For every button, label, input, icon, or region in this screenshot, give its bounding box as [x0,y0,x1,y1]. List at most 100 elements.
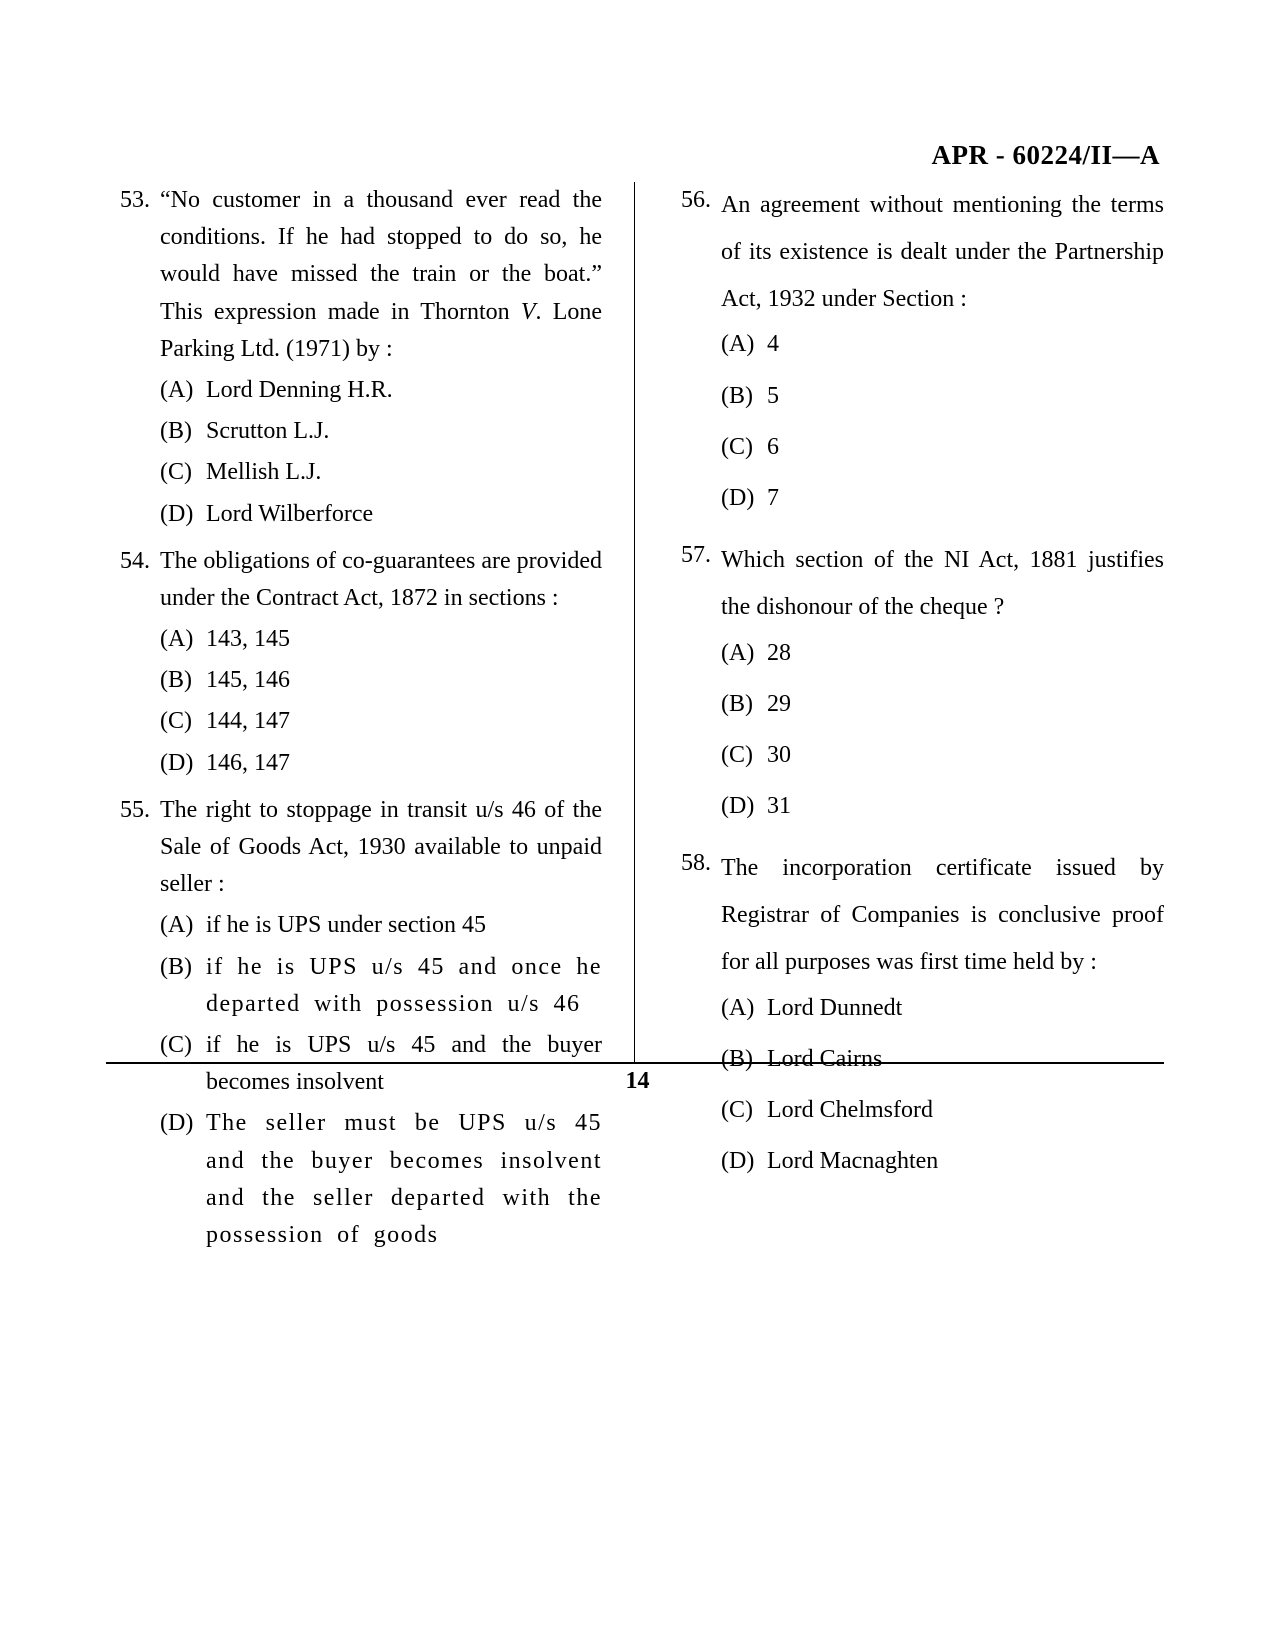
option: (A)if he is UPS under section 45 [160,907,602,944]
option: (A)Lord Dunnedt [721,990,1164,1027]
option: (C)144, 147 [160,703,602,740]
question-number: 54. [106,543,160,786]
question-number: 57. [667,537,721,839]
option-label: (B) [160,413,206,450]
option-label: (D) [160,1105,206,1254]
question-number: 56. [667,182,721,531]
option-label: (C) [160,454,206,491]
question-stem: The incorporation certificate issued by … [721,845,1164,985]
option-list: (A)Lord Denning H.R.(B)Scrutton L.J.(C)M… [160,372,602,533]
page-number: 14 [0,1068,1275,1095]
question-stem: The obligations of co-guarantees are pro… [160,543,602,617]
option-label: (B) [721,378,767,415]
option-label: (D) [160,745,206,782]
right-column: 56.An agreement without mentioning the t… [635,182,1164,1062]
option: (C)Lord Chelmsford [721,1092,1164,1129]
option-list: (A)28(B)29(C)30(D)31 [721,635,1164,826]
option-label: (A) [721,635,767,672]
question: 54.The obligations of co-guarantees are … [106,543,602,786]
option-label: (C) [721,429,767,466]
option-text: Lord Wilberforce [206,496,602,533]
option: (B)29 [721,686,1164,723]
option-text: 7 [767,480,1164,517]
option-text: 4 [767,326,1164,363]
questions-two-column: 53.“No customer in a thousand ever read … [106,182,1164,1062]
question-stem: “No customer in a thousand ever read the… [160,182,602,368]
option: (C)Mellish L.J. [160,454,602,491]
option-label: (B) [160,949,206,1023]
bottom-horizontal-rule [106,1062,1164,1064]
option: (B)Scrutton L.J. [160,413,602,450]
paper-code-header: APR - 60224/II—A [932,140,1161,171]
question: 56.An agreement without mentioning the t… [667,182,1164,531]
option: (A)Lord Denning H.R. [160,372,602,409]
option-text: Mellish L.J. [206,454,602,491]
question: 57.Which section of the NI Act, 1881 jus… [667,537,1164,839]
option-text: 31 [767,788,1164,825]
option-text: 29 [767,686,1164,723]
option: (B)145, 146 [160,662,602,699]
option-label: (B) [160,662,206,699]
question-stem: Which section of the NI Act, 1881 justif… [721,537,1164,631]
option-label: (B) [721,686,767,723]
option-list: (A)4(B)5(C)6(D)7 [721,326,1164,517]
option-text: 146, 147 [206,745,602,782]
option: (D)The seller must be UPS u/s 45 and the… [160,1105,602,1254]
option: (A)28 [721,635,1164,672]
option-text: Scrutton L.J. [206,413,602,450]
question-number: 55. [106,792,160,1258]
question-body: Which section of the NI Act, 1881 justif… [721,537,1164,839]
option-text: Lord Denning H.R. [206,372,602,409]
option-text: Lord Chelmsford [767,1092,1164,1129]
option-label: (D) [721,1143,767,1180]
question: 53.“No customer in a thousand ever read … [106,182,602,537]
option: (D)Lord Wilberforce [160,496,602,533]
option: (B)if he is UPS u/s 45 and once he depar… [160,949,602,1023]
option: (B)5 [721,378,1164,415]
question-body: The obligations of co-guarantees are pro… [160,543,602,786]
question-stem: The right to stoppage in transit u/s 46 … [160,792,602,904]
option: (C)6 [721,429,1164,466]
question-body: “No customer in a thousand ever read the… [160,182,602,537]
option-text: 28 [767,635,1164,672]
option-text: The seller must be UPS u/s 45 and the bu… [206,1105,602,1254]
option-text: 144, 147 [206,703,602,740]
question-number: 58. [667,845,721,1194]
option-label: (C) [721,737,767,774]
option-label: (A) [160,907,206,944]
option: (A)143, 145 [160,621,602,658]
option-text: if he is UPS u/s 45 and once he departed… [206,949,602,1023]
option-label: (A) [160,621,206,658]
option-label: (C) [160,703,206,740]
question-body: The incorporation certificate issued by … [721,845,1164,1194]
option-text: 6 [767,429,1164,466]
option-text: 143, 145 [206,621,602,658]
option: (C)30 [721,737,1164,774]
option-label: (A) [721,326,767,363]
exam-page: APR - 60224/II—A 53.“No customer in a th… [0,0,1275,1650]
option-text: 30 [767,737,1164,774]
option-list: (A)143, 145(B)145, 146(C)144, 147(D)146,… [160,621,602,782]
option-text: 145, 146 [206,662,602,699]
option-label: (A) [160,372,206,409]
question: 58.The incorporation certificate issued … [667,845,1164,1194]
option-text: Lord Macnaghten [767,1143,1164,1180]
option-text: Lord Dunnedt [767,990,1164,1027]
option-label: (C) [721,1092,767,1129]
option: (D)7 [721,480,1164,517]
option-label: (D) [721,480,767,517]
question-stem: An agreement without mentioning the term… [721,182,1164,322]
option-label: (D) [160,496,206,533]
question-body: The right to stoppage in transit u/s 46 … [160,792,602,1258]
question-number: 53. [106,182,160,537]
option-label: (D) [721,788,767,825]
question: 55.The right to stoppage in transit u/s … [106,792,602,1258]
option-label: (A) [721,990,767,1027]
question-body: An agreement without mentioning the term… [721,182,1164,531]
option: (D)31 [721,788,1164,825]
option-text: 5 [767,378,1164,415]
option: (A)4 [721,326,1164,363]
option-text: if he is UPS under section 45 [206,907,602,944]
option: (D)146, 147 [160,745,602,782]
option: (D)Lord Macnaghten [721,1143,1164,1180]
